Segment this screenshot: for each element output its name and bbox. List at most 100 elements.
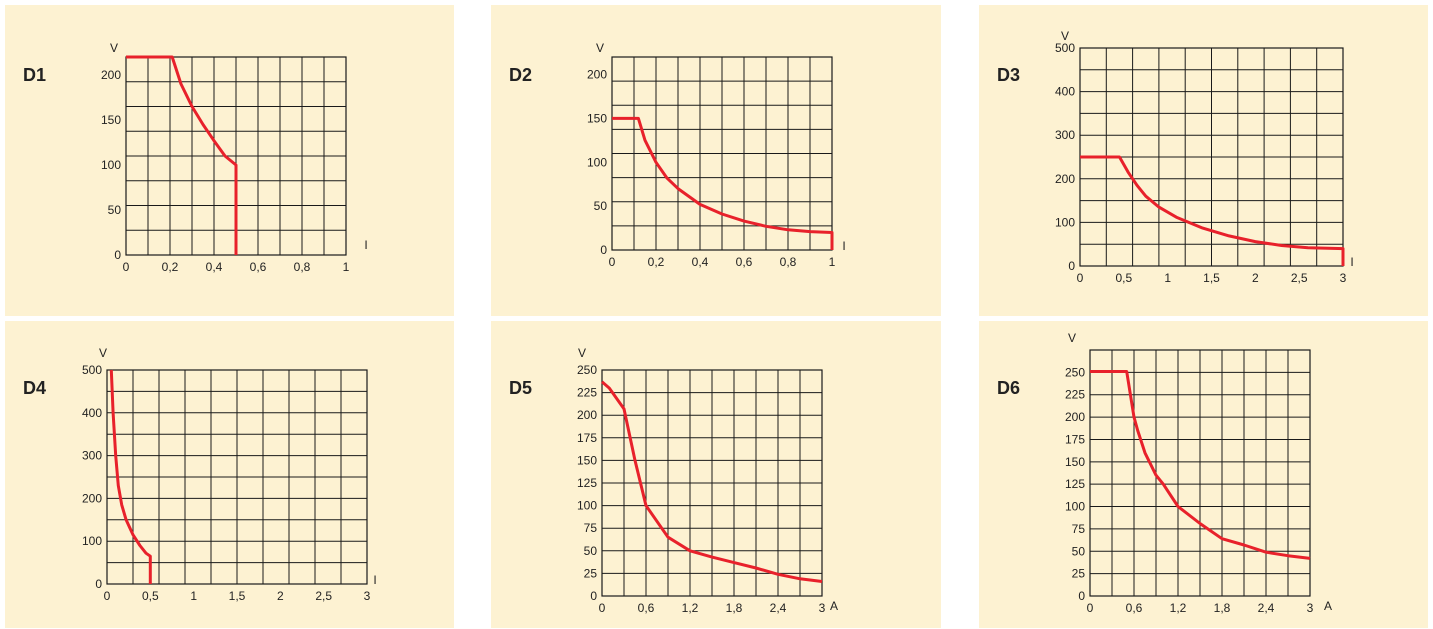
x-tick-label: 3 bbox=[819, 601, 826, 615]
x-tick-label: 1 bbox=[829, 255, 836, 269]
x-tick-label: 2,4 bbox=[1258, 601, 1275, 615]
series-line bbox=[1090, 370, 1311, 560]
y-tick-label: 200 bbox=[101, 68, 121, 82]
x-tick-label: 1,5 bbox=[1203, 271, 1220, 285]
chart-title: D1 bbox=[23, 65, 47, 85]
y-tick-label: 200 bbox=[1055, 172, 1075, 186]
x-tick-label: 0,6 bbox=[1126, 601, 1143, 615]
x-tick-label: 1 bbox=[1164, 271, 1171, 285]
chart-title: D6 bbox=[997, 378, 1021, 398]
y-tick-label: 100 bbox=[587, 155, 607, 169]
y-tick-label: 100 bbox=[82, 534, 102, 548]
y-axis-label: V bbox=[1061, 29, 1069, 43]
y-axis-label: V bbox=[110, 41, 118, 55]
y-tick-label: 100 bbox=[101, 158, 121, 172]
x-tick-label: 0,2 bbox=[162, 260, 179, 274]
y-tick-label: 0 bbox=[114, 248, 121, 262]
x-tick-label: 3 bbox=[1340, 271, 1347, 285]
y-tick-label: 50 bbox=[1072, 544, 1086, 558]
x-tick-label: 1,8 bbox=[726, 601, 743, 615]
x-tick-label: 0 bbox=[104, 589, 111, 603]
series-line bbox=[109, 369, 152, 584]
x-axis-label: A bbox=[1324, 599, 1332, 613]
x-tick-label: 1,5 bbox=[229, 589, 246, 603]
plot-frame bbox=[1089, 349, 1311, 597]
plot-frame bbox=[611, 56, 833, 251]
panel-d4: D4 bbox=[5, 321, 454, 628]
x-tick-label: 0,8 bbox=[780, 255, 797, 269]
y-tick-label: 100 bbox=[577, 499, 597, 513]
x-tick-label: 0,6 bbox=[250, 260, 267, 274]
y-tick-label: 150 bbox=[1065, 455, 1085, 469]
y-axis-label: V bbox=[1068, 331, 1076, 345]
x-tick-label: 0 bbox=[599, 601, 606, 615]
y-tick-label: 150 bbox=[587, 111, 607, 125]
panel-d5: D5 bbox=[491, 321, 941, 628]
series-line bbox=[126, 55, 238, 255]
x-tick-label: 0,6 bbox=[736, 255, 753, 269]
x-axis-label: I bbox=[842, 239, 845, 253]
x-tick-label: 1 bbox=[343, 260, 350, 274]
x-axis-label: I bbox=[1350, 255, 1353, 269]
x-tick-label: 0 bbox=[1077, 271, 1084, 285]
y-tick-label: 250 bbox=[1065, 365, 1085, 379]
x-tick-label: 2,5 bbox=[1291, 271, 1308, 285]
y-tick-label: 100 bbox=[1055, 215, 1075, 229]
x-tick-label: 1 bbox=[190, 589, 197, 603]
y-tick-label: 150 bbox=[101, 113, 121, 127]
x-tick-label: 0,4 bbox=[692, 255, 709, 269]
y-tick-label: 100 bbox=[1065, 500, 1085, 514]
x-axis-label: I bbox=[373, 573, 376, 587]
y-tick-label: 225 bbox=[577, 386, 597, 400]
x-tick-label: 0,2 bbox=[648, 255, 665, 269]
x-axis-label: I bbox=[364, 238, 367, 252]
y-tick-label: 25 bbox=[584, 566, 598, 580]
x-tick-label: 1,2 bbox=[1170, 601, 1187, 615]
series-line bbox=[612, 116, 834, 250]
y-tick-label: 0 bbox=[600, 243, 607, 257]
plot-frame bbox=[106, 369, 368, 585]
y-tick-label: 75 bbox=[1072, 522, 1086, 536]
x-tick-label: 0 bbox=[609, 255, 616, 269]
y-tick-label: 400 bbox=[1055, 85, 1075, 99]
y-tick-label: 150 bbox=[577, 453, 597, 467]
x-tick-label: 0,4 bbox=[206, 260, 223, 274]
y-tick-label: 200 bbox=[577, 408, 597, 422]
y-tick-label: 75 bbox=[584, 521, 598, 535]
chart-title: D2 bbox=[509, 65, 533, 85]
chart-title: D3 bbox=[997, 65, 1021, 85]
y-tick-label: 225 bbox=[1065, 388, 1085, 402]
plot-frame bbox=[601, 369, 823, 597]
y-tick-label: 0 bbox=[590, 589, 597, 603]
panel-d3: D3 bbox=[979, 5, 1428, 316]
x-tick-label: 2 bbox=[1252, 271, 1259, 285]
x-tick-label: 2 bbox=[277, 589, 284, 603]
y-tick-label: 400 bbox=[82, 406, 102, 420]
x-tick-label: 0,5 bbox=[1115, 271, 1132, 285]
y-tick-label: 0 bbox=[1068, 259, 1075, 273]
chart-title: D5 bbox=[509, 378, 533, 398]
series-line bbox=[1080, 155, 1345, 266]
y-tick-label: 200 bbox=[82, 491, 102, 505]
y-axis-label: V bbox=[578, 346, 586, 360]
y-tick-label: 50 bbox=[594, 199, 608, 213]
y-tick-label: 250 bbox=[577, 363, 597, 377]
y-tick-label: 300 bbox=[1055, 128, 1075, 142]
y-axis-label: V bbox=[99, 346, 107, 360]
y-tick-label: 0 bbox=[95, 577, 102, 591]
y-tick-label: 50 bbox=[584, 544, 598, 558]
chart-title: D4 bbox=[23, 378, 47, 398]
x-tick-label: 0,5 bbox=[142, 589, 159, 603]
x-tick-label: 2,5 bbox=[315, 589, 332, 603]
y-tick-label: 500 bbox=[82, 363, 102, 377]
x-tick-label: 3 bbox=[364, 589, 371, 603]
x-tick-label: 2,4 bbox=[770, 601, 787, 615]
x-tick-label: 0 bbox=[1087, 601, 1094, 615]
y-tick-label: 50 bbox=[108, 203, 122, 217]
x-tick-label: 0 bbox=[123, 260, 130, 274]
y-tick-label: 0 bbox=[1078, 589, 1085, 603]
x-tick-label: 1,8 bbox=[1214, 601, 1231, 615]
y-tick-label: 200 bbox=[1065, 410, 1085, 424]
x-tick-label: 1,2 bbox=[682, 601, 699, 615]
